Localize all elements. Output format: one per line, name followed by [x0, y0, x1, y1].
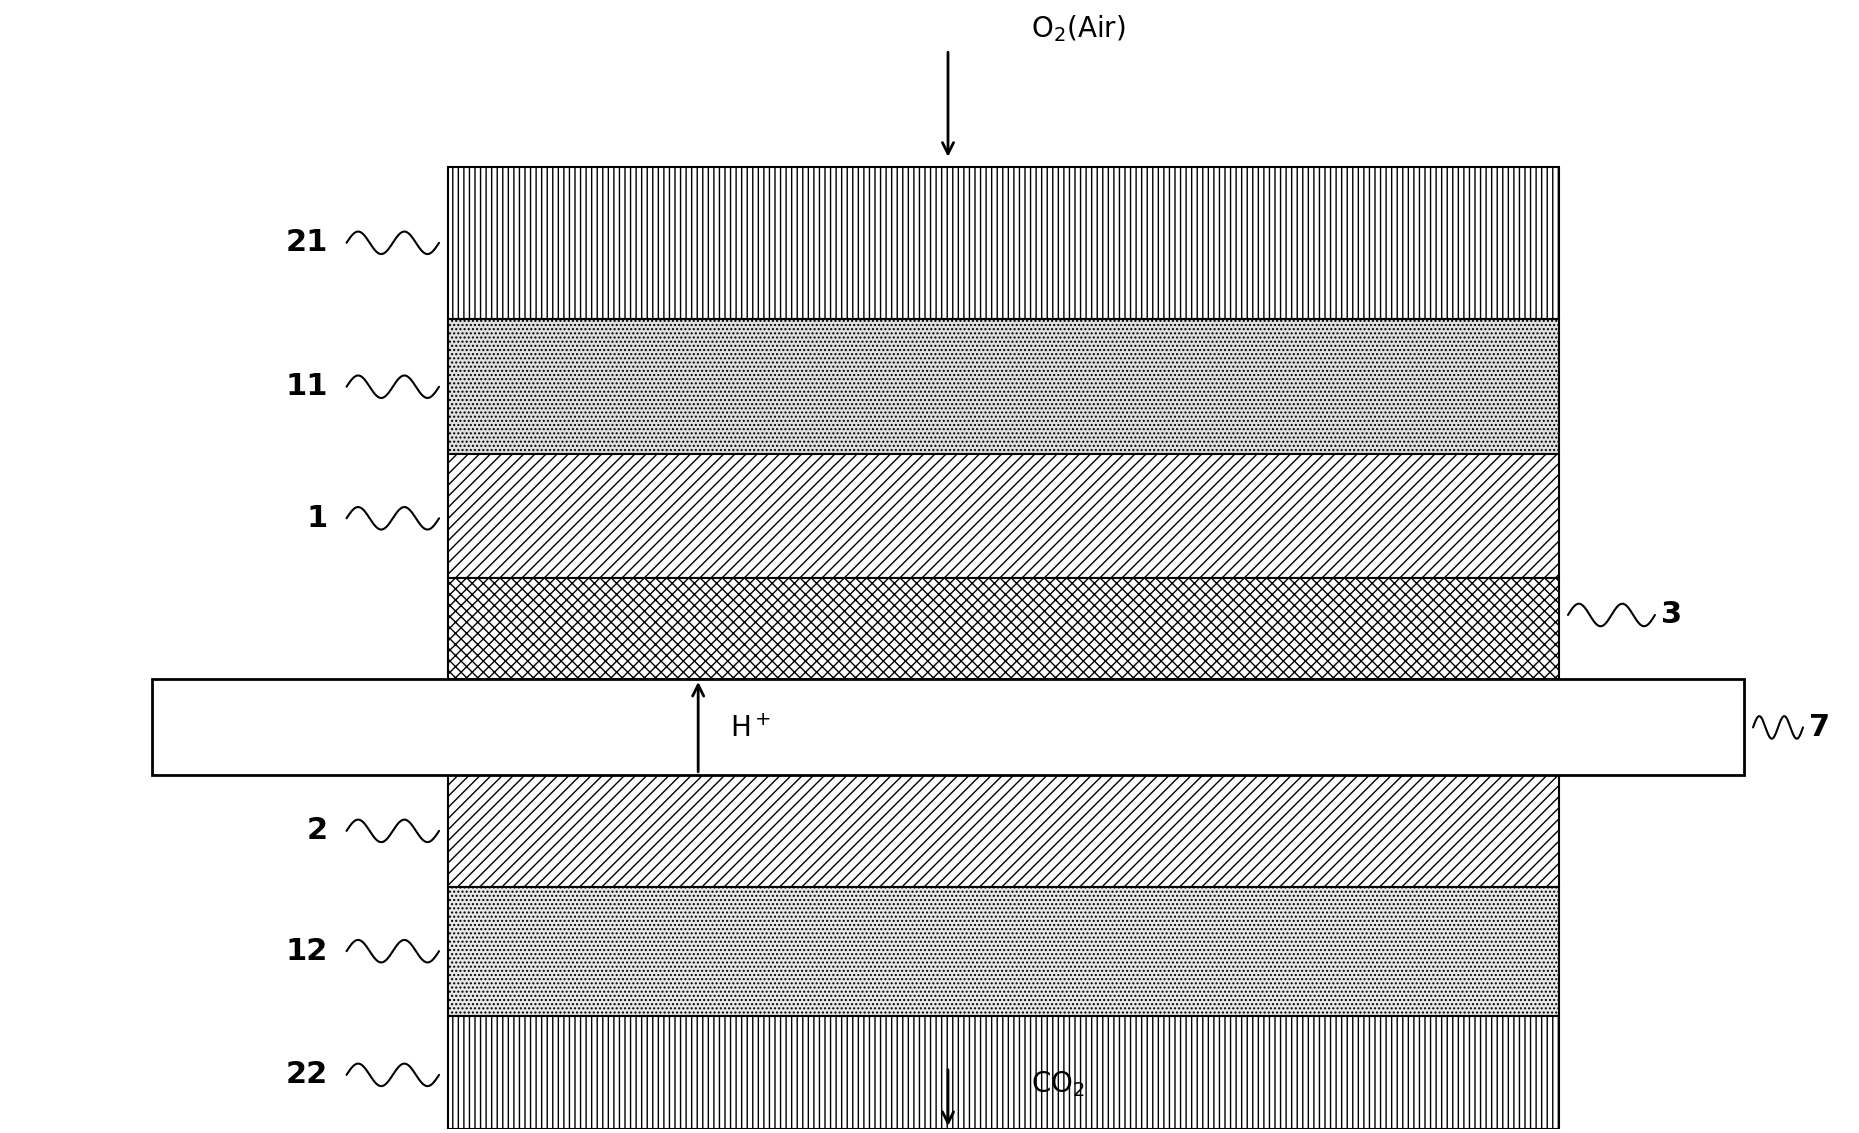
- Text: O$_2$(Air): O$_2$(Air): [1032, 12, 1127, 44]
- Text: CO$_2$: CO$_2$: [1032, 1068, 1086, 1099]
- Bar: [448, 1016, 1558, 1128]
- Bar: [448, 168, 1558, 320]
- Bar: [448, 320, 1558, 454]
- Bar: [448, 578, 1558, 679]
- Bar: [448, 454, 1558, 578]
- Bar: [152, 679, 1744, 775]
- Text: 22: 22: [286, 1060, 327, 1089]
- Bar: [448, 887, 1558, 1016]
- Text: 12: 12: [286, 937, 327, 965]
- Text: 7: 7: [1809, 713, 1829, 742]
- Text: 3: 3: [1660, 600, 1682, 630]
- Bar: [448, 775, 1558, 887]
- Text: 2: 2: [307, 817, 327, 845]
- Text: 11: 11: [286, 373, 327, 401]
- Text: 1: 1: [307, 504, 327, 533]
- Text: 21: 21: [286, 229, 327, 257]
- Text: H$^+$: H$^+$: [729, 715, 771, 742]
